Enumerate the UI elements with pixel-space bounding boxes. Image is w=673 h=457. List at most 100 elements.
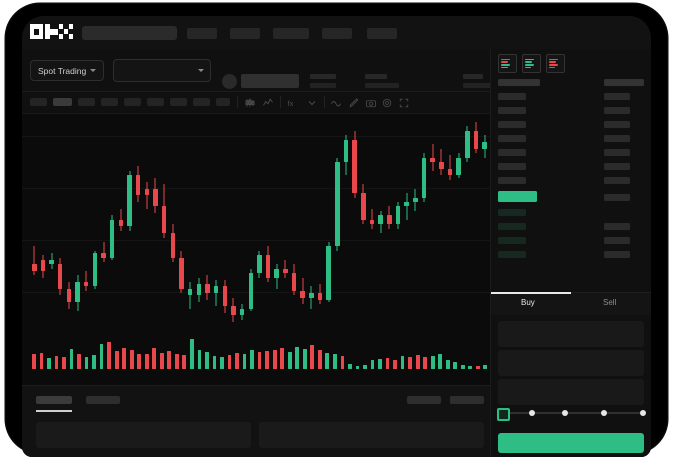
orderbook-ask-row-5[interactable] — [498, 163, 526, 170]
candle — [421, 114, 427, 332]
order-field-2[interactable] — [498, 379, 644, 405]
volume-bar — [84, 357, 89, 369]
orderbook-col-header-size — [604, 79, 644, 86]
volume-bar — [62, 356, 66, 369]
candle — [335, 114, 340, 332]
orderbook-asks-icon[interactable] — [546, 54, 565, 73]
orderbook-bid-row-3[interactable] — [498, 251, 526, 258]
orderbook-bid-row-0[interactable] — [498, 209, 526, 216]
orderbook-both-icon[interactable] — [498, 54, 517, 73]
nav-item-1[interactable] — [230, 28, 260, 39]
slider-stop-100[interactable] — [640, 410, 646, 416]
orderbook-size-row-10 — [604, 251, 630, 258]
nav-item-3[interactable] — [322, 28, 352, 39]
orderbook-spread-price — [498, 191, 537, 202]
header-stat-0 — [310, 74, 336, 88]
orderbook-bid-row-1[interactable] — [498, 223, 526, 230]
timeframe-button-3[interactable] — [101, 98, 118, 106]
orderbook-bids-icon[interactable] — [522, 54, 541, 73]
volume-bar — [363, 365, 367, 369]
orderbook-size-row-7 — [604, 194, 630, 201]
volume-bar — [235, 352, 239, 369]
volume-bar — [197, 350, 202, 369]
chevron-down-icon[interactable] — [306, 97, 318, 109]
line-chart-icon[interactable] — [262, 97, 274, 109]
orderbook-ask-row-3[interactable] — [498, 135, 526, 142]
bottom-tab-0[interactable] — [36, 396, 72, 404]
orderbook-view-modes — [491, 49, 651, 78]
candle — [465, 114, 470, 332]
timeframe-button-5[interactable] — [147, 98, 164, 106]
timeframe-button-7[interactable] — [193, 98, 210, 106]
slider-stop-75[interactable] — [601, 410, 607, 416]
okx-logo[interactable] — [30, 24, 74, 39]
volume-bar — [468, 366, 473, 369]
candle — [456, 114, 461, 332]
camera-icon[interactable] — [365, 97, 377, 109]
candlestick-icon[interactable] — [244, 97, 256, 109]
volume-bar — [227, 354, 232, 369]
volume-bar — [272, 349, 277, 369]
market-type-selector[interactable]: Spot Trading — [30, 60, 105, 81]
volume-bar — [190, 339, 194, 369]
tab-sell[interactable]: Sell — [603, 298, 617, 307]
header-stat-2 — [463, 74, 493, 88]
order-field-1[interactable] — [498, 350, 644, 376]
orderbook-ask-row-0[interactable] — [498, 93, 526, 100]
volume-bar — [317, 350, 322, 369]
candle — [135, 114, 141, 332]
timeframe-button-4[interactable] — [124, 98, 141, 106]
orderbook-ask-row-1[interactable] — [498, 107, 526, 114]
timeframe-button-6[interactable] — [170, 98, 187, 106]
nav-item-4[interactable] — [367, 28, 397, 39]
nav-item-0[interactable] — [187, 28, 217, 39]
timeframe-button-0[interactable] — [30, 98, 47, 106]
bottom-action-0[interactable] — [407, 396, 441, 404]
logo-block-x — [59, 24, 73, 39]
submit-buy-button[interactable] — [498, 433, 644, 453]
volume-bar — [257, 351, 262, 369]
wave-icon[interactable] — [330, 97, 342, 109]
volume-bar — [423, 356, 428, 369]
candle — [32, 114, 37, 332]
nav-item-2[interactable] — [273, 28, 309, 39]
order-field-0[interactable] — [498, 321, 644, 347]
slider-stop-25[interactable] — [529, 410, 535, 416]
candle — [205, 114, 210, 332]
orderbook-bid-row-2[interactable] — [498, 237, 526, 244]
indicator-icon[interactable]: fx — [286, 97, 298, 109]
amount-slider-track[interactable] — [501, 412, 645, 414]
timeframe-button-1[interactable] — [53, 98, 72, 106]
logo-block-o — [30, 24, 43, 39]
tab-buy[interactable]: Buy — [521, 298, 535, 307]
chevron-down-icon — [198, 69, 204, 72]
candle — [75, 114, 80, 332]
volume-histogram — [22, 325, 651, 369]
bottom-action-1[interactable] — [450, 396, 484, 404]
trading-pair-selector[interactable] — [113, 59, 211, 82]
candle — [274, 114, 279, 332]
slider-stop-50[interactable] — [562, 410, 568, 416]
volume-bar — [99, 344, 104, 369]
volume-bar — [167, 351, 172, 369]
volume-bar — [408, 357, 412, 369]
timeframe-button-2[interactable] — [78, 98, 95, 106]
pencil-icon[interactable] — [348, 97, 360, 109]
svg-text:fx: fx — [288, 99, 294, 108]
orderbook-ask-row-4[interactable] — [498, 149, 526, 156]
volume-bar — [122, 347, 127, 369]
volume-bar — [378, 358, 382, 369]
fullscreen-icon[interactable] — [398, 97, 410, 109]
bottom-tab-1[interactable] — [86, 396, 120, 404]
candle — [283, 114, 288, 332]
orderbook-ask-row-2[interactable] — [498, 121, 526, 128]
volume-bar — [69, 349, 74, 369]
volume-bar — [430, 355, 435, 369]
settings-icon[interactable] — [381, 97, 393, 109]
volume-bar — [212, 356, 217, 369]
search-input[interactable] — [82, 26, 177, 40]
amount-slider-handle[interactable] — [497, 408, 510, 421]
volume-bar — [393, 360, 397, 369]
orderbook-ask-row-6[interactable] — [498, 177, 526, 184]
timeframe-button-8[interactable] — [216, 98, 230, 106]
